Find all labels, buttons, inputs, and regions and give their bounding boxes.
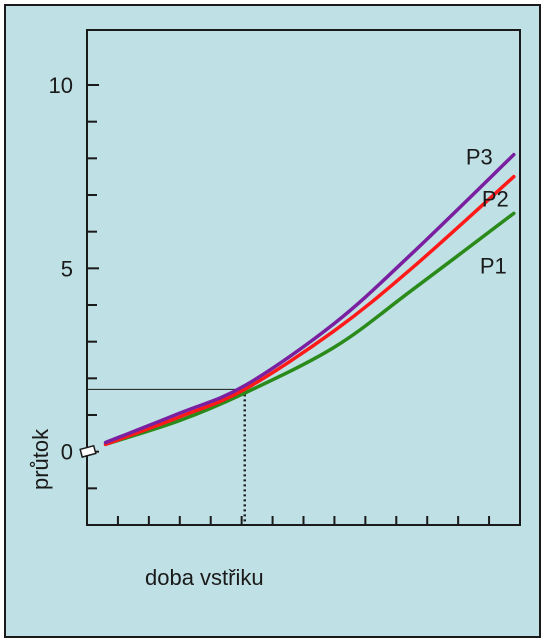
x-axis-title: doba vstřiku <box>145 565 264 590</box>
series-line-p1 <box>103 211 516 447</box>
series-label-p1: P1 <box>480 253 507 278</box>
chart-frame <box>4 4 541 638</box>
series-label-p3: P3 <box>466 145 493 170</box>
zero-marker <box>79 444 97 459</box>
series-layer: P1 P2 P3 <box>103 145 516 447</box>
reference-lines <box>87 388 246 525</box>
plot-area-border <box>86 29 521 526</box>
zero-marker-shape <box>79 444 97 459</box>
series-label-p2: P2 <box>482 187 509 212</box>
y-tick-label: 10 <box>49 73 73 98</box>
series-line-p2 <box>103 174 516 447</box>
series-line-p3 <box>103 152 516 445</box>
ticks-layer: 0 5 10 <box>49 73 521 526</box>
y-tick-label: 5 <box>61 256 73 281</box>
y-axis-title: průtok <box>28 428 53 490</box>
y-tick-label: 0 <box>61 440 73 465</box>
